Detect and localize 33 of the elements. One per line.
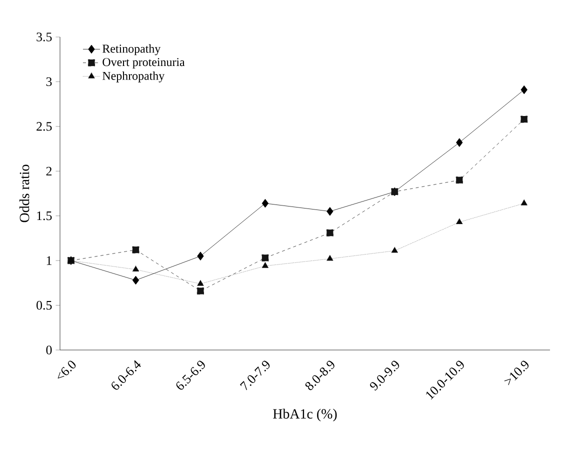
point — [132, 246, 140, 254]
point — [520, 199, 528, 206]
point — [456, 218, 463, 224]
legend-label: Overt proteinuria — [102, 58, 185, 69]
point — [132, 266, 140, 272]
point — [196, 287, 204, 294]
point — [326, 254, 334, 261]
point — [326, 207, 334, 216]
y-tick-label: 1.5 — [37, 211, 52, 220]
y-tick-label: 0.5 — [36, 300, 52, 310]
point — [262, 262, 269, 268]
point — [391, 246, 398, 253]
point — [326, 229, 334, 236]
y-tick-label: 2 — [46, 166, 52, 176]
x-tick-label: <6.0 — [58, 360, 76, 379]
point — [520, 116, 528, 123]
point — [197, 252, 204, 260]
y-tick-label: 2.5 — [36, 122, 52, 131]
y-tick-label: 3 — [46, 77, 52, 86]
legend-label: Retinopathy — [102, 44, 161, 56]
point — [456, 138, 463, 147]
point — [262, 254, 269, 262]
y-tick-label: 3.5 — [36, 32, 52, 42]
y-tick-label: 0 — [46, 346, 52, 354]
y-tick-label: 1 — [46, 256, 52, 265]
point — [196, 280, 204, 286]
point — [132, 276, 140, 285]
y-axis-title: Odds ratio — [19, 164, 30, 222]
point — [456, 176, 463, 184]
point — [262, 198, 269, 208]
point — [520, 85, 528, 94]
legend-label: Nephropathy — [102, 71, 165, 82]
x-axis-title: HbA1c (%) — [273, 408, 337, 422]
